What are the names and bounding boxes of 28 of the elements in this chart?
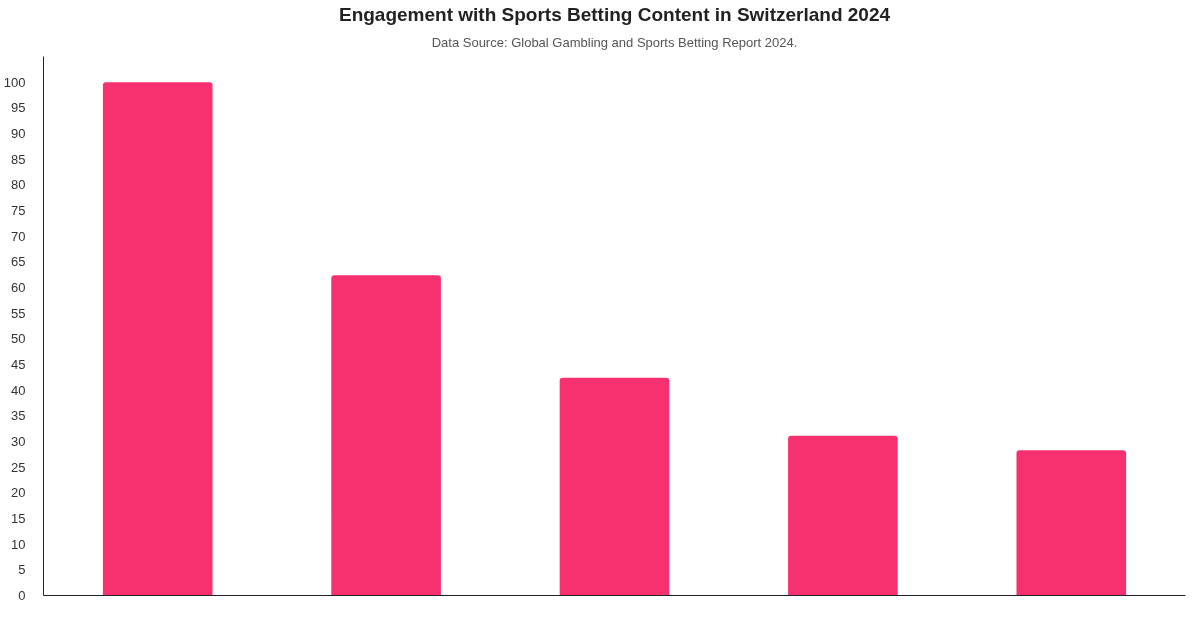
bar [788, 435, 898, 596]
y-tick-label: 40 [11, 382, 26, 398]
y-tick-label: 60 [11, 280, 26, 295]
y-tick-label: 50 [11, 331, 26, 347]
y-tick-label: 15 [11, 511, 26, 526]
y-tick-label: 25 [11, 459, 26, 475]
chart-subtitle: Data Source: Global Gambling and Sports Betting Report 2024. [431, 34, 798, 50]
y-tick-label: 30 [11, 434, 26, 449]
y-tick-label: 75 [11, 203, 26, 218]
y-tick-label: 80 [11, 177, 26, 193]
y-tick-label: 10 [11, 536, 26, 552]
y-tick-label: 65 [11, 254, 26, 270]
bar [102, 82, 213, 596]
y-tick-label: 20 [11, 485, 26, 501]
y-tick-label: 55 [11, 305, 26, 321]
y-tick-label: 90 [11, 126, 26, 141]
y-tick-label: 0 [18, 588, 26, 603]
bar [1016, 450, 1127, 596]
bar [331, 275, 441, 596]
y-tick-label: 100 [3, 74, 26, 90]
y-tick-label: 95 [11, 100, 26, 116]
chart-title: Engagement with Sports Betting Content in Switzerland 2024 [338, 3, 891, 25]
bar [559, 377, 670, 596]
y-tick-label: 45 [11, 357, 26, 372]
y-tick-label: 70 [11, 228, 26, 244]
y-tick-label: 85 [11, 151, 26, 167]
y-tick-label: 5 [18, 562, 26, 578]
y-tick-label: 35 [11, 408, 26, 424]
